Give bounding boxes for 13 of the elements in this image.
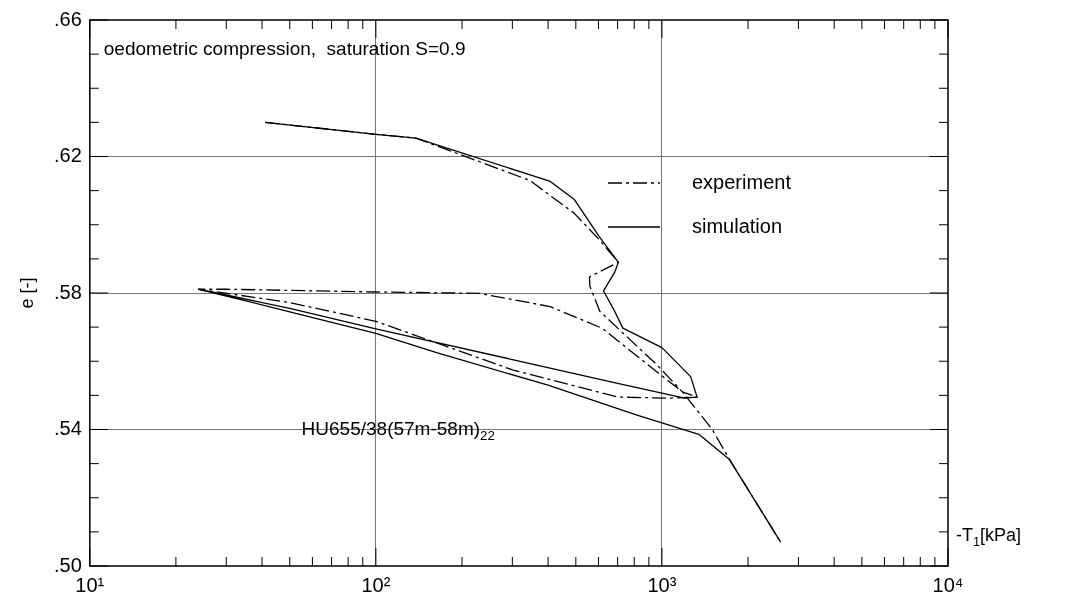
y-tick-label: .54	[53, 417, 82, 440]
x-tick-label: 10²	[361, 573, 391, 596]
y-axis-title: e [-]	[16, 277, 37, 309]
annotation: oedometric compression, saturation S=0.9	[103, 38, 466, 60]
legend-label: experiment	[692, 170, 792, 193]
x-tick-label: 10¹	[75, 573, 105, 596]
x-tick-label: 10⁴	[932, 573, 964, 596]
y-tick-label: .62	[53, 144, 82, 167]
legend-label: simulation	[692, 214, 783, 237]
y-tick-label: .50	[53, 553, 82, 576]
x-tick-label: 10³	[647, 573, 677, 596]
y-tick-label: .58	[53, 280, 82, 303]
y-tick-label: .66	[53, 7, 82, 30]
